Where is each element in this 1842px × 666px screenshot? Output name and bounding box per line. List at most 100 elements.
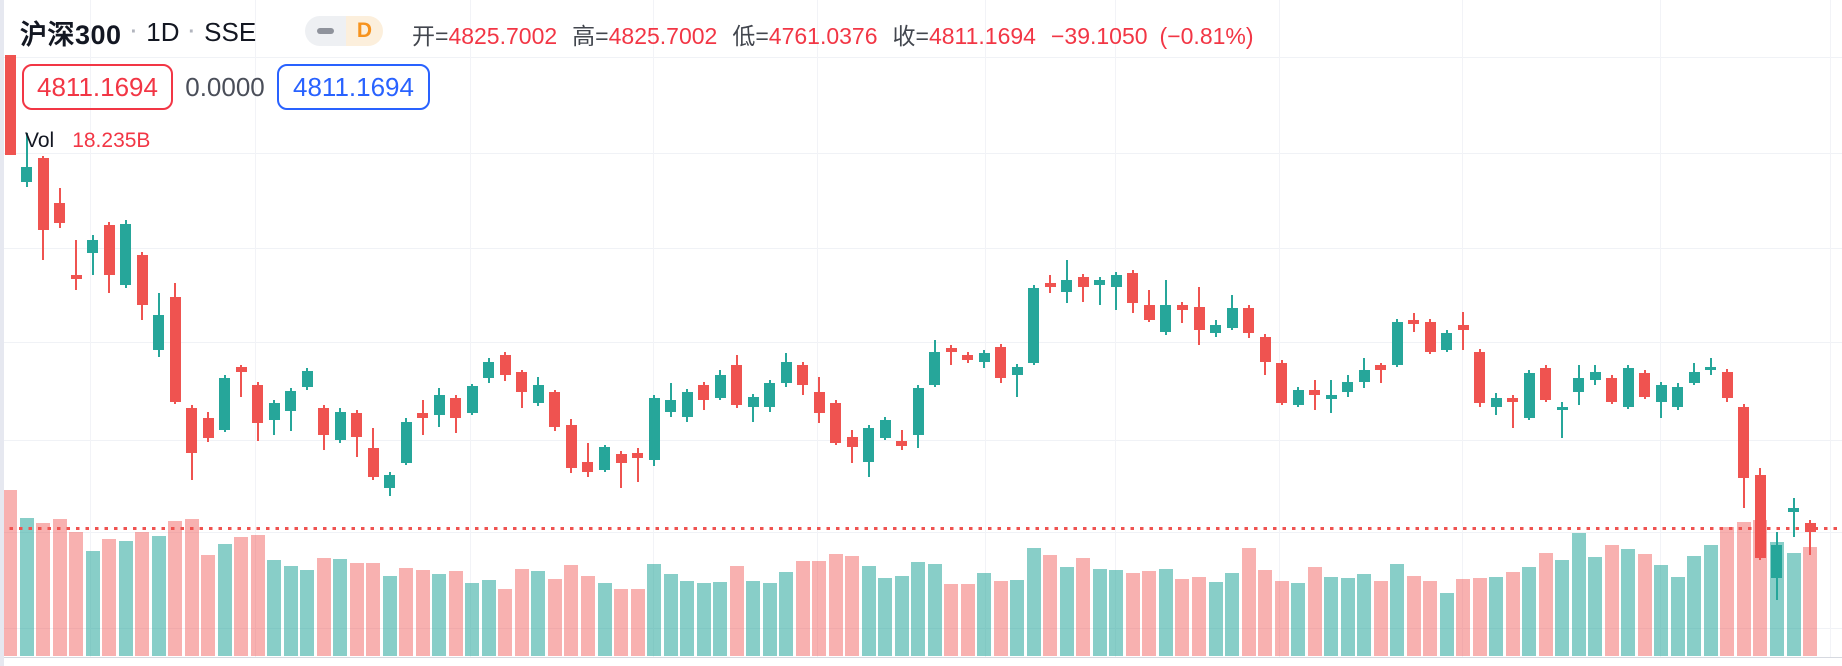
volume-bar-up [1225, 573, 1240, 656]
candle-body-down [582, 462, 594, 472]
volume-bar-down [1125, 573, 1140, 656]
volume-bar-up [118, 541, 133, 656]
candle-wick-down [900, 430, 903, 450]
candle-body-up [1342, 382, 1354, 392]
candle-wick-down [1511, 395, 1514, 428]
time-axis-line [0, 657, 1842, 658]
volume-bar-down [1241, 548, 1256, 656]
volume-bar-down [1175, 579, 1190, 656]
volume-bar-up [680, 581, 695, 656]
volume-bar-down [3, 490, 17, 656]
ohlc-readout: 开= 4825.7002 高= 4825.7002 低= 4761.0376 收… [412, 17, 1266, 51]
volume-bar-up [382, 576, 397, 656]
high-value: 4825.7002 [608, 23, 718, 49]
candle-body-down [252, 385, 264, 423]
candle-body-down [1143, 305, 1155, 320]
candle-body-up [153, 315, 165, 350]
volume-bar-down [1637, 554, 1652, 656]
buy-price-button[interactable]: 4811.1694 [277, 64, 430, 110]
volume-bar-down [564, 565, 579, 656]
candle-body-up [384, 475, 396, 488]
interval-toggle[interactable]: D [305, 16, 383, 46]
candle-wick-down [620, 451, 623, 488]
minus-icon [317, 28, 334, 34]
candle-body-down [1738, 407, 1750, 478]
exchange-label[interactable]: SSE [204, 17, 257, 47]
candle-body-up [1061, 280, 1073, 292]
volume-bar-up [300, 570, 315, 656]
volume-bar-down [234, 537, 249, 656]
candle-body-up [120, 224, 132, 285]
collapse-segment[interactable] [305, 16, 346, 46]
volume-bar-up [1489, 577, 1504, 656]
candle-body-down [318, 408, 330, 435]
candle-body-down [995, 347, 1007, 378]
volume-bar-up [894, 576, 909, 656]
volume-bar-down [349, 563, 364, 656]
candle-body-down [202, 418, 214, 438]
candle-body-down [962, 355, 974, 360]
candle-body-up [978, 353, 990, 362]
volume-bar-up [977, 573, 992, 656]
candle-body-down [1408, 320, 1420, 324]
candle-body-up [1226, 308, 1238, 328]
candle-body-up [764, 383, 776, 407]
volume-bar-up [1522, 567, 1537, 656]
grid-line-vertical [1279, 0, 1280, 657]
candle-body-up [87, 240, 99, 253]
candle-body-up [1391, 322, 1403, 365]
close-label: 收= [892, 23, 929, 49]
candle-body-up [863, 428, 875, 462]
volume-bar-up [1324, 577, 1339, 656]
candle-body-up [1094, 280, 1106, 285]
candle-body-up [1028, 288, 1040, 363]
candle-body-up [1292, 390, 1304, 405]
volume-bar-up [19, 518, 34, 656]
candle-body-down [1804, 523, 1816, 532]
candle-body-up [1160, 305, 1172, 332]
candle-body-down [1606, 378, 1618, 402]
volume-bar-up [481, 580, 496, 656]
candle-body-up [433, 395, 445, 415]
candle-body-up [1523, 373, 1535, 418]
candle-wick-down [1379, 363, 1382, 383]
interval-label[interactable]: 1D [146, 17, 180, 47]
grid-line-horizontal [0, 532, 1842, 533]
candle-wick-up [25, 133, 28, 187]
candle-body-down [1127, 273, 1139, 303]
candle-body-down [1375, 365, 1387, 370]
candle-body-down [797, 365, 809, 385]
open-label: 开= [412, 23, 449, 49]
volume-bar-down [1456, 579, 1471, 656]
candle-body-down [351, 413, 363, 437]
candle-wick-up [1115, 272, 1118, 310]
volume-bar-up [283, 566, 298, 656]
volume-bar-down [1043, 555, 1058, 656]
candle-body-up [929, 352, 941, 385]
grid-line-vertical [985, 0, 986, 657]
volume-bar-up [1026, 548, 1041, 656]
volume-bar-up [85, 551, 100, 656]
sell-price-button[interactable]: 4811.1694 [22, 64, 173, 110]
volume-value: 18.235B [72, 129, 151, 152]
candle-body-up [1655, 385, 1667, 402]
interval-letter-badge[interactable]: D [346, 16, 383, 46]
candle-body-up [879, 420, 891, 438]
candle-body-up [681, 392, 693, 417]
volume-bar-down [1423, 581, 1438, 656]
grid-line-horizontal [0, 440, 1842, 441]
candle-body-up [1441, 333, 1453, 350]
candle-body-down [1540, 368, 1552, 400]
candle-body-up [648, 398, 660, 460]
volume-bar-down [1192, 577, 1206, 656]
volume-label: Vol [25, 129, 55, 152]
volume-bar-down [1076, 558, 1091, 656]
volume-bar-up [878, 578, 893, 656]
candle-body-down [632, 453, 644, 458]
chart-legend-title: 沪深300 · 1D · SSE [20, 13, 256, 52]
symbol-name[interactable]: 沪深300 [20, 20, 122, 50]
candle-body-up [1688, 372, 1700, 383]
grid-line-vertical [1660, 0, 1661, 657]
